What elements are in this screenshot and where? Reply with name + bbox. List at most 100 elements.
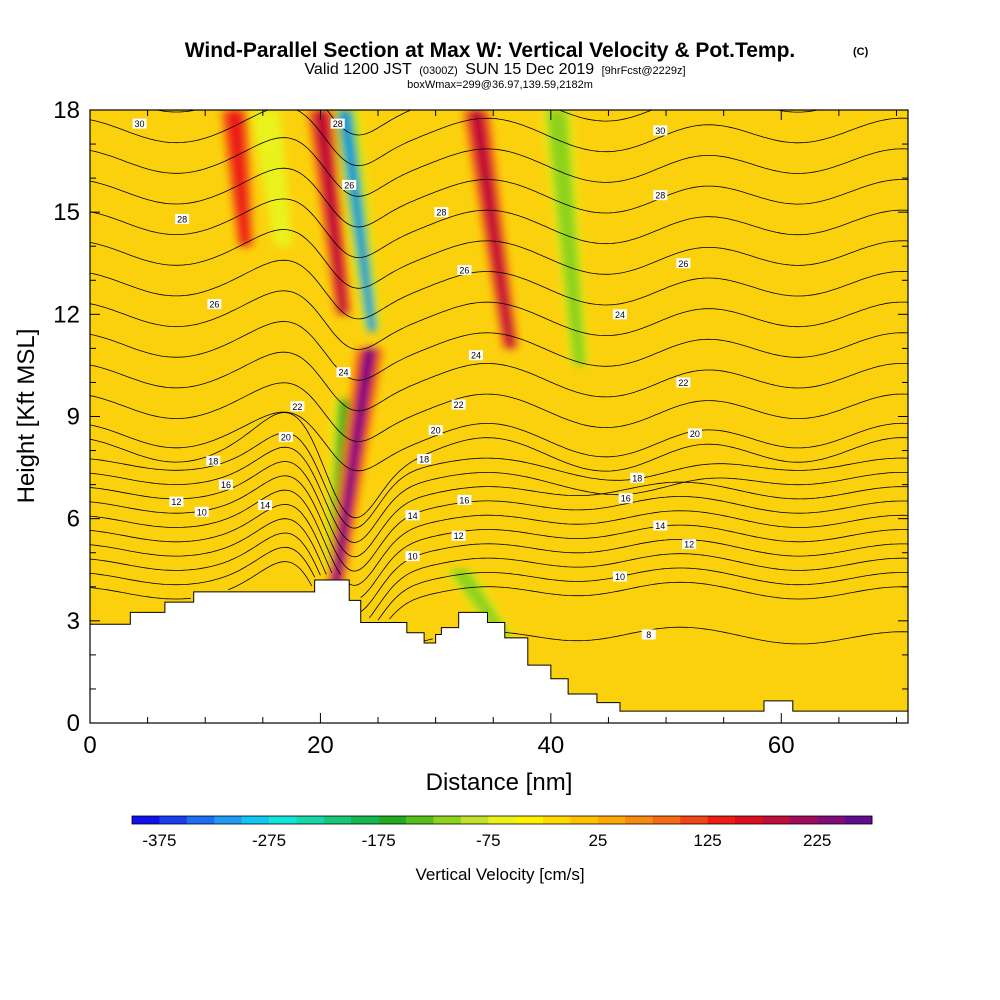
colorbar-swatch <box>460 816 489 824</box>
y-tick-label: 18 <box>53 97 80 124</box>
contour-label: 28 <box>177 214 187 224</box>
colorbar-tick-label: 225 <box>803 831 831 850</box>
contour-label: 28 <box>333 119 343 129</box>
copyright-mark: (C) <box>853 46 869 58</box>
contour-label: 18 <box>208 456 218 466</box>
contour-label: 24 <box>471 351 481 361</box>
terrain <box>90 579 908 723</box>
isentrope-24 <box>90 290 908 351</box>
contour-label-bg <box>405 510 420 521</box>
contour-label: 10 <box>197 507 207 517</box>
colorbar-tick-label: -275 <box>252 831 286 850</box>
contour-label: 26 <box>209 300 219 310</box>
contour-label: 22 <box>678 378 688 388</box>
colorbar-swatch <box>652 816 681 824</box>
colorbar-swatch <box>269 816 297 824</box>
colorbar-swatch <box>707 816 736 824</box>
colorbar-tick-label: -75 <box>476 831 501 850</box>
colorbar-tick-label: 125 <box>693 831 721 850</box>
colorbar-frame <box>131 815 873 825</box>
y-tick-label: 0 <box>67 710 80 737</box>
isentrope-19 <box>90 412 908 519</box>
colorbar-tick-label: 25 <box>588 831 607 850</box>
colorbar-tick-label: -175 <box>362 831 396 850</box>
colorbar-swatch <box>762 816 791 824</box>
colorbar-swatch <box>844 816 873 824</box>
contour-label-bg <box>468 350 483 361</box>
colorbar-swatch <box>625 816 654 824</box>
contour-label-bg <box>290 401 305 412</box>
colorbar-swatch <box>323 816 352 824</box>
velocity-band <box>468 110 515 349</box>
isentrope-15 <box>90 475 908 572</box>
contour-label: 8 <box>646 630 651 640</box>
contour-label-bg <box>336 367 351 378</box>
isentrope-26 <box>90 229 908 289</box>
contour-label-bg <box>169 496 184 507</box>
contour-label: 28 <box>655 191 665 201</box>
colorbar-swatch <box>570 816 599 824</box>
contour-label: 12 <box>454 531 464 541</box>
colorbar-swatch <box>433 816 462 824</box>
x-tick-label: 40 <box>537 732 564 759</box>
isentrope-12 <box>90 518 908 613</box>
subtitle-valid: Valid 1200 JST <box>304 61 412 78</box>
contour-label: 14 <box>260 501 270 511</box>
y-axis: 0 3 6 9 12 15 18 <box>53 97 908 737</box>
contour-label-bg <box>278 431 293 442</box>
contour-label-bg <box>612 571 627 582</box>
colorbar-swatch <box>597 816 626 824</box>
colorbar-swatch <box>159 816 188 824</box>
y-tick-label: 9 <box>67 404 80 431</box>
contour-label: 24 <box>615 310 625 320</box>
contour-label: 22 <box>454 400 464 410</box>
contour-label-bg <box>405 551 420 562</box>
y-tick-label: 6 <box>67 506 80 533</box>
subtitle-date: SUN 15 Dec 2019 <box>465 61 594 78</box>
x-axis-label: Distance [nm] <box>426 769 573 796</box>
isentrope-14 <box>90 489 908 586</box>
contour-label: 18 <box>632 473 642 483</box>
contour-label: 24 <box>338 368 348 378</box>
velocity-bands <box>220 110 589 638</box>
x-axis: 0 20 40 60 <box>83 110 897 759</box>
colorbar-swatch <box>132 816 160 824</box>
isentrope-20 <box>90 411 908 472</box>
contour-label-bg <box>687 428 702 439</box>
contour-label-bg <box>630 472 645 483</box>
colorbar: -375 -275 -175 -75 25 125 225 <box>131 815 873 850</box>
contour-label: 14 <box>655 521 665 531</box>
colorbar-tick-label: -375 <box>142 831 176 850</box>
velocity-band <box>545 110 587 366</box>
contour-label-bg <box>457 494 472 505</box>
x-tick-label: 20 <box>307 732 334 759</box>
contour-label-bg <box>428 425 443 436</box>
isentrope-29 <box>90 137 908 197</box>
colorbar-swatch <box>488 816 517 824</box>
subtitle-fcst: [9hrFcst@2229z] <box>602 65 686 77</box>
velocity-band <box>250 110 293 247</box>
isentrope-10 <box>90 546 908 621</box>
contour-label: 14 <box>408 511 418 521</box>
colorbar-swatch <box>378 816 407 824</box>
isentrope-23 <box>90 321 908 381</box>
contour-labels: 30 28 30 26 28 28 28 26 26 26 24 24 24 22 22 22 20 20 20 18… <box>132 118 702 640</box>
velocity-band <box>447 569 512 638</box>
isentrope-21 <box>90 382 908 442</box>
colorbar-swatch <box>680 816 708 824</box>
colorbar-swatch <box>214 816 242 824</box>
contour-label-bg <box>676 377 691 388</box>
contour-label: 28 <box>436 208 446 218</box>
contour-label-bg <box>132 118 147 129</box>
colorbar-swatch <box>296 816 325 824</box>
contour-label-bg <box>653 520 668 531</box>
colorbar-swatch <box>543 816 571 824</box>
contour-label-bg <box>342 179 357 190</box>
contour-label: 10 <box>615 572 625 582</box>
contour-label-bg <box>612 309 627 320</box>
colorbar-swatch <box>351 816 379 824</box>
x-tick-label: 60 <box>768 732 795 759</box>
contour-label: 20 <box>690 429 700 439</box>
contour-label-bg <box>618 493 633 504</box>
x-tick-label: 0 <box>83 732 96 759</box>
